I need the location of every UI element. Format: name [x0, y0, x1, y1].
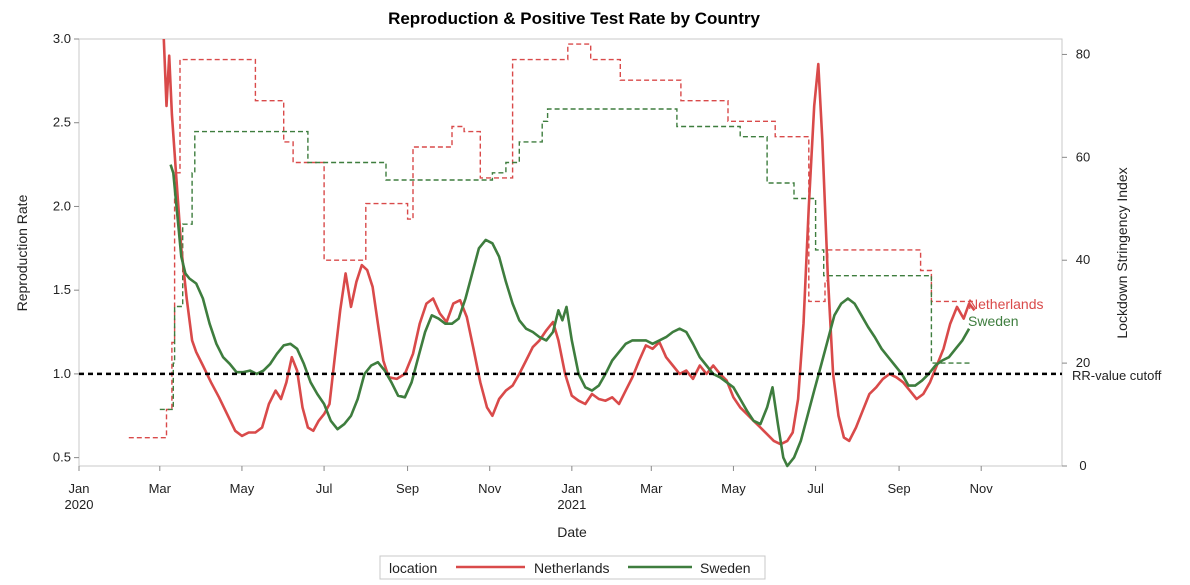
x-tick-label: Jan — [69, 481, 90, 496]
rr-cutoff-label: RR-value cutoff — [1072, 368, 1162, 383]
right-axis-ticks: 0 20 40 60 80 — [1062, 46, 1090, 473]
stringency-line-sweden — [159, 108, 972, 411]
left-tick-label: 2.5 — [53, 115, 71, 130]
x-tick-label: Mar — [640, 481, 663, 496]
stringency-lines — [128, 43, 976, 439]
left-tick-label: 1.5 — [53, 282, 71, 297]
x-tick-label: Jul — [316, 481, 333, 496]
x-tick-label: Nov — [970, 481, 994, 496]
chart-title: Reproduction & Positive Test Rate by Cou… — [388, 9, 760, 28]
legend-box — [379, 555, 766, 580]
series-end-label-sweden: Sweden — [968, 313, 1019, 329]
y-axis-left-label: Reproduction Rate — [14, 194, 30, 311]
x-tick-label: Jan — [561, 481, 582, 496]
left-tick-label: 0.5 — [53, 450, 71, 465]
x-tick-label: Nov — [478, 481, 502, 496]
right-tick-label: 20 — [1076, 355, 1090, 370]
right-tick-label: 60 — [1076, 149, 1090, 164]
left-tick-label: 3.0 — [53, 31, 71, 46]
x-tick-year-label: 2021 — [557, 497, 586, 512]
x-tick-label: Sep — [396, 481, 419, 496]
right-tick-label: 80 — [1076, 46, 1090, 61]
x-tick-label: May — [721, 481, 746, 496]
reproduction-line-netherlands — [162, 38, 976, 446]
legend: location Netherlands Sweden — [379, 555, 766, 580]
plot-frame — [78, 38, 1063, 467]
legend-label-netherlands: Netherlands — [534, 560, 610, 576]
x-tick-label: Jul — [807, 481, 824, 496]
y-axis-right-label: Lockdown Stringency Index — [1114, 167, 1130, 338]
series-end-label-netherlands: Netherlands — [968, 296, 1044, 312]
x-axis-label: Date — [557, 524, 587, 540]
left-tick-label: 2.0 — [53, 198, 71, 213]
stringency-line-netherlands — [128, 43, 976, 439]
x-tick-year-label: 2020 — [65, 497, 94, 512]
x-tick-label: May — [230, 481, 255, 496]
reproduction-line-sweden — [169, 164, 971, 468]
right-tick-label: 0 — [1079, 458, 1086, 473]
right-tick-label: 40 — [1076, 252, 1090, 267]
legend-label-sweden: Sweden — [700, 560, 751, 576]
x-tick-label: Mar — [149, 481, 172, 496]
left-axis-ticks: 0.5 1.0 1.5 2.0 2.5 3.0 — [53, 31, 79, 465]
left-tick-label: 1.0 — [53, 366, 71, 381]
legend-title: location — [389, 560, 437, 576]
x-tick-label: Sep — [887, 481, 910, 496]
reproduction-lines — [162, 38, 976, 468]
